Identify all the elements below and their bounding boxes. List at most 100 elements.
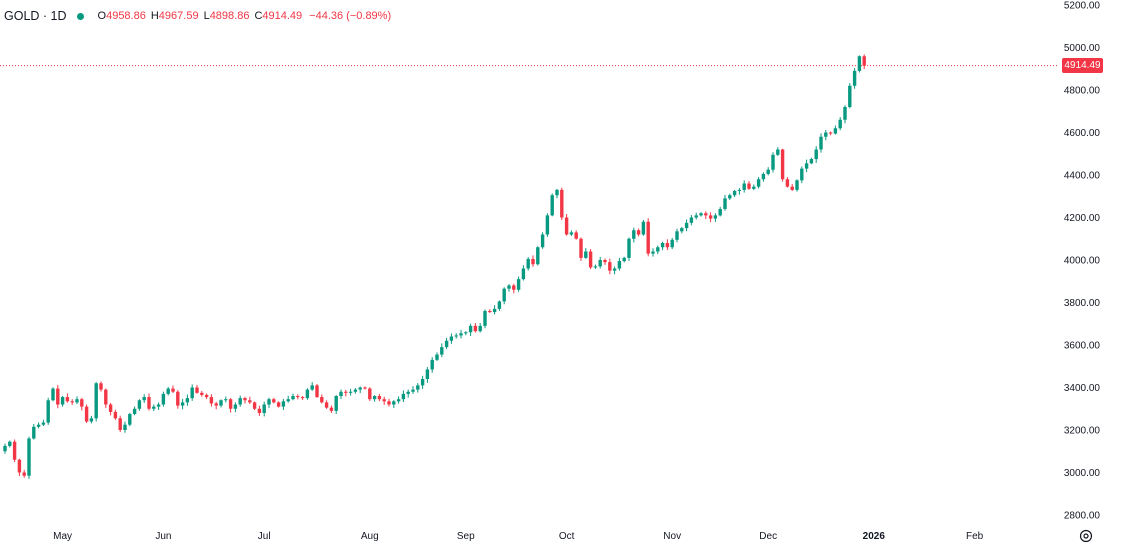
candle <box>656 245 660 255</box>
candle-body <box>617 261 622 269</box>
candle-body <box>483 311 487 326</box>
candle <box>641 219 646 236</box>
candle-body <box>843 107 847 120</box>
candle <box>166 386 170 396</box>
y-tick-label: 3000.00 <box>1064 468 1101 479</box>
candle-body <box>137 400 142 409</box>
candle <box>17 458 22 476</box>
candle <box>454 333 458 339</box>
candle <box>449 333 454 344</box>
candle-body <box>492 308 497 313</box>
candle-body <box>89 418 94 422</box>
y-tick-label: 4400.00 <box>1064 171 1101 182</box>
candles <box>3 54 866 479</box>
candle <box>180 398 185 410</box>
candle <box>56 384 60 409</box>
candle-body <box>656 247 660 252</box>
candle-body <box>449 336 454 341</box>
candle-body <box>737 189 742 191</box>
candle-body <box>833 128 838 134</box>
candle-body <box>214 403 218 406</box>
candle <box>800 166 804 184</box>
candle-body <box>320 397 324 403</box>
candle <box>416 383 420 393</box>
candle-body <box>252 402 257 409</box>
candle <box>99 381 103 392</box>
candle <box>526 257 530 271</box>
candle-body <box>785 179 790 187</box>
candle <box>699 212 703 217</box>
candle-body <box>603 260 607 263</box>
candle-body <box>75 399 79 403</box>
candle <box>161 391 166 407</box>
candle <box>310 382 314 391</box>
candle <box>704 211 708 219</box>
candle-body <box>593 266 598 268</box>
candle-body <box>747 183 751 189</box>
candle-body <box>790 186 794 190</box>
candle <box>848 83 852 109</box>
candle <box>425 366 430 383</box>
candle <box>627 237 631 261</box>
candle-body <box>200 392 204 395</box>
candle-body <box>780 149 785 180</box>
candle-body <box>699 213 703 216</box>
candle <box>219 399 223 408</box>
candle <box>60 395 65 407</box>
candle-body <box>564 217 569 235</box>
y-tick-label: 2800.00 <box>1064 511 1101 522</box>
candle-body <box>430 359 434 370</box>
candle-body <box>809 159 814 164</box>
candle <box>612 266 617 275</box>
y-tick-label: 3800.00 <box>1064 298 1101 309</box>
candle-body <box>104 389 108 405</box>
candle-body <box>233 404 238 409</box>
candle <box>224 396 228 403</box>
candle <box>507 283 511 292</box>
candle-body <box>382 399 386 402</box>
candle-body <box>286 399 290 402</box>
y-tick-label: 3200.00 <box>1064 426 1101 437</box>
candle-body <box>435 354 439 360</box>
candle <box>272 397 276 404</box>
candle-body <box>348 391 353 393</box>
candle-body <box>516 279 521 290</box>
candle-body <box>296 396 300 398</box>
candle <box>680 226 684 234</box>
candle-body <box>444 340 449 348</box>
candle <box>814 146 818 163</box>
candle-body <box>464 332 468 334</box>
candle <box>339 389 343 400</box>
price-axis[interactable]: 5200.00 5000.00 4800.00 4600.00 4400.00 4200.… <box>1064 1 1101 522</box>
candle-body <box>742 183 746 190</box>
candle-body <box>108 404 113 412</box>
candle <box>411 386 415 394</box>
candle-body <box>545 215 550 235</box>
candle-body <box>732 190 737 196</box>
settings-icon[interactable] <box>1078 528 1094 544</box>
candle-body <box>675 231 679 240</box>
candle-body <box>550 195 554 216</box>
candle <box>488 309 492 313</box>
candle <box>761 172 766 182</box>
candle <box>70 399 74 405</box>
symbol-title[interactable]: GOLD · 1D <box>4 9 67 23</box>
candle <box>291 393 295 401</box>
candle-body <box>123 424 127 430</box>
candle <box>243 396 247 404</box>
candle <box>387 398 391 407</box>
candle <box>420 375 425 389</box>
time-axis[interactable]: AprMayJunJulAugSepOctNovDec2026Feb <box>0 531 984 542</box>
candle <box>512 283 516 294</box>
candle-body <box>425 369 430 379</box>
candle <box>435 352 439 361</box>
candle-body <box>372 396 377 400</box>
candle-body <box>387 401 391 405</box>
close-label: C <box>254 10 263 22</box>
candle <box>200 390 204 397</box>
candle <box>790 183 794 192</box>
candle-body <box>8 441 12 446</box>
candle <box>51 387 55 402</box>
x-tick-label: May <box>53 531 72 542</box>
